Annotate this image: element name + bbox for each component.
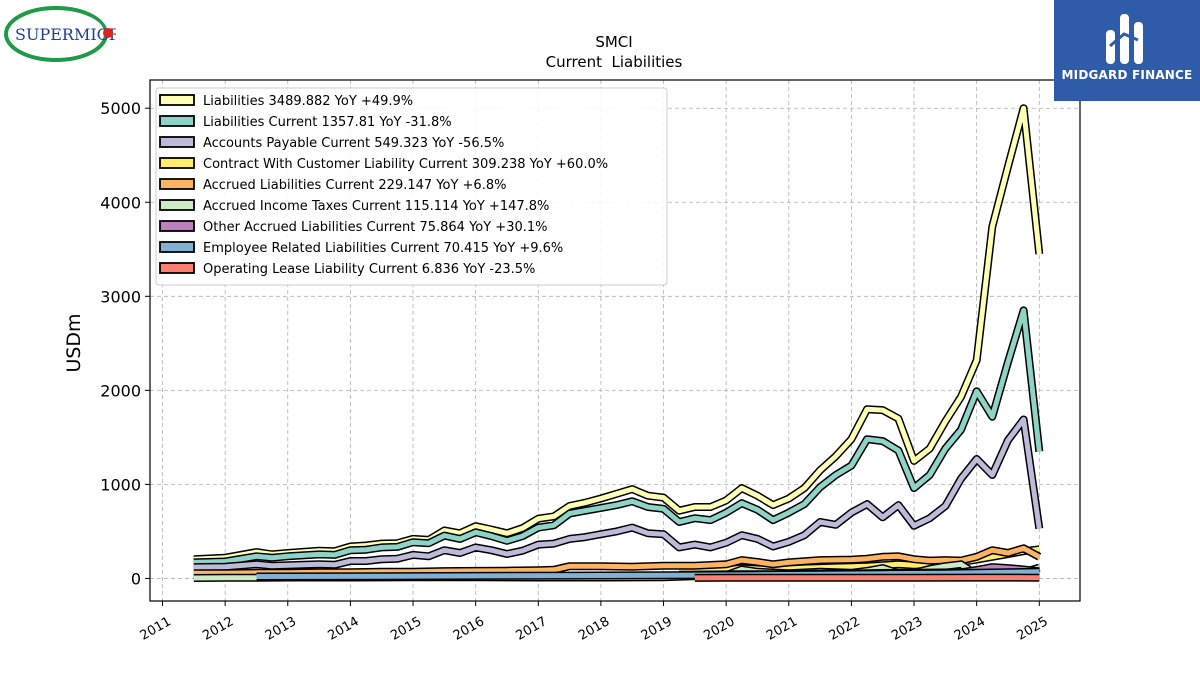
legend-entry: Accounts Payable Current 549.323 YoY -56…	[203, 136, 504, 151]
legend-entry: Liabilities 3489.882 YoY +49.9%	[203, 94, 413, 109]
legend-swatch	[159, 136, 195, 148]
x-tick-label: 2017	[513, 614, 549, 644]
legend-swatch	[159, 220, 195, 232]
legend-swatch	[159, 199, 195, 211]
series-line	[193, 307, 1042, 565]
y-tick-label: 1000	[100, 475, 141, 494]
plot-frame	[149, 79, 1081, 602]
y-tick-label: 5000	[100, 99, 141, 118]
series-liabilities-current	[193, 306, 1044, 567]
legend-entry: Contract With Customer Liability Current…	[203, 157, 608, 172]
x-tick-label: 2011	[138, 614, 174, 644]
midgard-finance-logo: MIDGARD FINANCE	[1054, 0, 1200, 101]
midgard-finance-wordmark: MIDGARD FINANCE	[1061, 68, 1193, 82]
legend-entry: Liabilities Current 1357.81 YoY -31.8%	[203, 115, 452, 130]
legend-entry: Other Accrued Liabilities Current 75.864…	[203, 220, 548, 235]
legend-swatch	[159, 115, 195, 127]
legend-swatch	[159, 262, 195, 274]
legend-swatch	[159, 94, 195, 106]
series-line	[193, 417, 1042, 570]
y-axis-label: USDm	[63, 313, 85, 372]
series-line	[193, 545, 1041, 576]
series-accrued-liabilities-current	[193, 544, 1042, 578]
series-lines	[193, 104, 1044, 582]
legend-swatch	[159, 157, 195, 169]
legend-swatch	[159, 178, 195, 190]
legend-entry: Accrued Income Taxes Current 115.114 YoY…	[203, 199, 549, 214]
y-tick-label: 2000	[100, 381, 141, 400]
x-tick-label: 2013	[263, 614, 299, 644]
x-tick-label: 2016	[451, 614, 487, 644]
legend-entry: Employee Related Liabilities Current 70.…	[203, 241, 563, 256]
legend-entry: Accrued Liabilities Current 229.147 YoY …	[203, 178, 506, 193]
supermicro-wordmark: SUPERMICR	[15, 25, 116, 44]
x-tick-label: 2012	[200, 614, 236, 644]
x-tick-label: 2019	[639, 614, 675, 644]
x-tick-label: 2023	[889, 614, 925, 644]
y-tick-label: 0	[131, 569, 141, 588]
series-accounts-payable-current	[193, 415, 1044, 572]
x-tick-label: 2022	[827, 614, 863, 644]
x-tick-label: 2025	[1014, 614, 1050, 644]
chart-subtitle: Current Liabilities	[546, 53, 683, 71]
x-tick-label: 2015	[388, 614, 424, 644]
legend-swatch	[159, 241, 195, 253]
chart-title: SMCI	[595, 33, 632, 51]
x-tick-label: 2024	[952, 614, 988, 644]
x-tick-label: 2018	[576, 614, 612, 644]
y-tick-label: 3000	[100, 287, 141, 306]
y-tick-label: 4000	[100, 193, 141, 212]
legend-box	[155, 87, 668, 286]
supermicro-logo: SUPERMICR	[4, 5, 122, 63]
x-tick-label: 2014	[326, 614, 362, 644]
x-tick-label: 2021	[764, 614, 800, 644]
legend: Liabilities 3489.882 YoY +49.9% Liabiliti…	[155, 87, 668, 286]
legend-entry: Operating Lease Liability Current 6.836 …	[203, 262, 535, 277]
x-tick-label: 2020	[701, 614, 737, 644]
